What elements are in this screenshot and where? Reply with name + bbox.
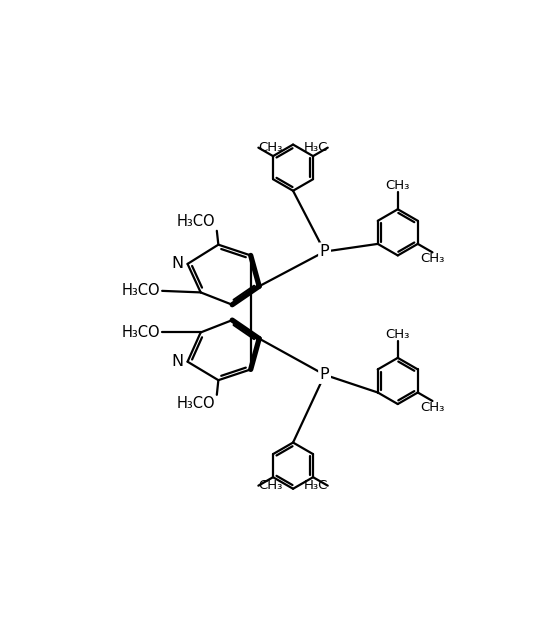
Text: H₃C: H₃C (303, 141, 328, 154)
Text: N: N (172, 257, 184, 271)
Text: N: N (172, 354, 184, 369)
Text: H₃C: H₃C (303, 479, 328, 492)
Text: P: P (320, 244, 330, 259)
Text: H₃CO: H₃CO (177, 396, 215, 412)
Text: CH₃: CH₃ (421, 252, 445, 266)
Text: H₃CO: H₃CO (122, 284, 160, 298)
Text: CH₃: CH₃ (386, 179, 410, 192)
Text: CH₃: CH₃ (386, 328, 410, 341)
Text: P: P (320, 367, 330, 382)
Text: CH₃: CH₃ (258, 141, 283, 154)
Text: CH₃: CH₃ (421, 401, 445, 414)
Text: H₃CO: H₃CO (122, 325, 160, 340)
Text: H₃CO: H₃CO (177, 214, 215, 229)
Text: P: P (320, 367, 330, 382)
Text: P: P (320, 244, 330, 259)
Text: CH₃: CH₃ (258, 479, 283, 492)
